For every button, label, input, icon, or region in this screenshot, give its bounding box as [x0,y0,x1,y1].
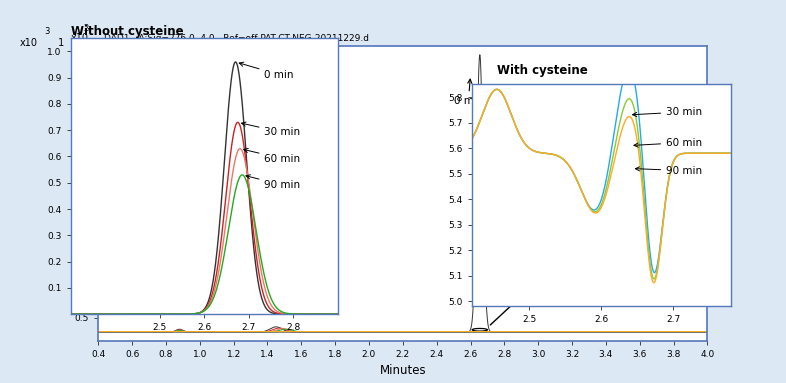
Text: 1: 1 [55,38,64,48]
Text: 30 min: 30 min [241,122,300,137]
Text: 60 min: 60 min [244,149,300,164]
X-axis label: Minutes: Minutes [380,365,426,378]
Text: 60 min: 60 min [634,137,702,147]
Text: 30 min: 30 min [633,107,702,117]
Text: 2: 2 [83,24,88,33]
Text: 90 min: 90 min [246,175,300,190]
Text: With cysteine: With cysteine [498,64,588,77]
Text: 0 min: 0 min [454,79,483,106]
Text: 90 min: 90 min [635,165,702,176]
Text: 3: 3 [44,27,50,36]
Text: DAD1 - A:Sig=276.0, 4.0   Ref=off PAT-CT-NEG-20211229.d: DAD1 - A:Sig=276.0, 4.0 Ref=off PAT-CT-N… [105,34,369,43]
Text: Without cysteine: Without cysteine [71,25,183,38]
Text: 0 min: 0 min [239,62,294,80]
Text: x10: x10 [71,33,89,43]
Text: x10: x10 [20,38,38,48]
